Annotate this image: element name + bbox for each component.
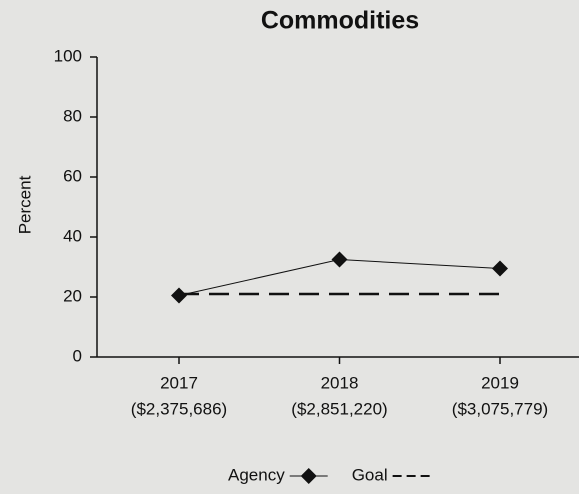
point (492, 260, 508, 277)
x-tick-sublabel: ($3,075,779) (452, 399, 548, 418)
x-tick-label: 2018 (321, 373, 359, 392)
legend-label: Agency (228, 465, 285, 484)
chart-title: Commodities (261, 7, 419, 35)
x-tick-sublabel: ($2,851,220) (291, 399, 387, 418)
point (331, 251, 348, 268)
x-tick-label: 2017 (160, 373, 198, 392)
y-tick-label: 0 (73, 346, 82, 365)
y-tick-label: 20 (63, 286, 82, 305)
legend-symbol (300, 468, 317, 484)
y-axis-label: Percent (15, 175, 34, 234)
y-tick-label: 40 (63, 226, 82, 245)
y-tick-label: 60 (63, 166, 82, 185)
y-tick-label: 80 (63, 106, 82, 125)
x-tick-sublabel: ($2,375,686) (131, 399, 227, 418)
y-tick-label: 100 (54, 46, 82, 65)
point (171, 287, 187, 304)
x-tick-label: 2019 (481, 373, 519, 392)
legend-label: Goal (352, 465, 388, 484)
